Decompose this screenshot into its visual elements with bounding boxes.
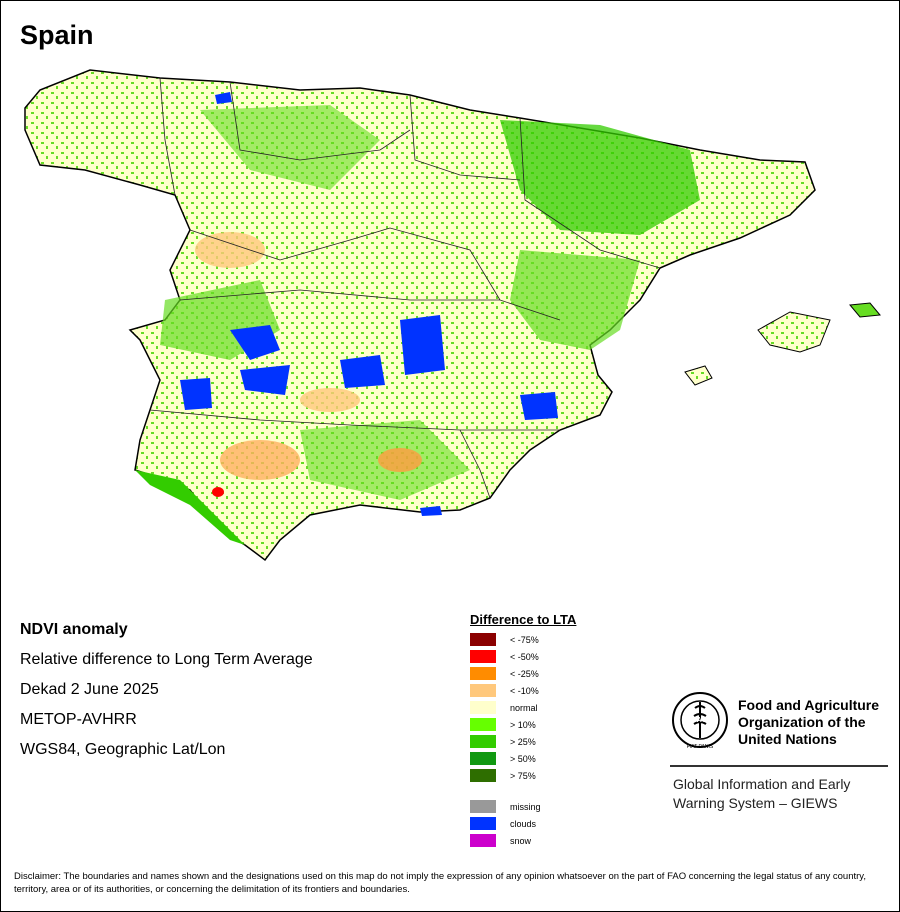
cloud-patch: [230, 325, 280, 360]
fao-name: Food and Agriculture Organization of the…: [738, 697, 879, 748]
balearic-mallorca: [757, 311, 831, 353]
legend-label: clouds: [510, 818, 537, 829]
legend-swatch: [470, 800, 496, 813]
balearic-ibiza: [684, 365, 713, 386]
admin-boundaries: [149, 77, 661, 499]
legend-swatch: [470, 701, 496, 714]
cloud-patch: [520, 392, 558, 420]
fao-name-line: United Nations: [738, 731, 837, 747]
cloud-patch: [180, 378, 212, 410]
legend-title: Difference to LTA: [470, 612, 577, 627]
cloud-patch: [420, 506, 442, 516]
cloud-patch: [340, 355, 385, 388]
product-description: Relative difference to Long Term Average: [20, 651, 313, 668]
map-info: NDVI anomaly Relative difference to Long…: [20, 620, 313, 770]
legend-item: clouds: [470, 815, 576, 832]
legend-item: > 10%: [470, 716, 576, 733]
giews-line: Global Information and Early: [673, 776, 851, 792]
legend-item: snow: [470, 832, 576, 849]
legend-swatch: [470, 834, 496, 847]
spain-ndvi-map: [24, 69, 881, 562]
legend-label: > 25%: [510, 736, 536, 747]
legend-swatch: [470, 633, 496, 646]
red-patch: [212, 487, 224, 497]
southwest-coast-green: [135, 470, 245, 545]
north-central-green-area: [200, 105, 380, 190]
projection: WGS84, Geographic Lat/Lon: [20, 741, 226, 758]
cloud-patch: [240, 365, 290, 395]
legend-label: < -10%: [510, 685, 539, 696]
legend-swatch: [470, 650, 496, 663]
period: Dekad 2 June 2025: [20, 681, 159, 698]
legend-swatch: [470, 684, 496, 697]
legend-label: > 50%: [510, 753, 536, 764]
legend-label: > 75%: [510, 770, 536, 781]
legend-swatch: [470, 718, 496, 731]
legend-item: > 50%: [470, 750, 576, 767]
fao-logo-motto: FIAT PANIS: [687, 744, 714, 750]
legend-item: > 25%: [470, 733, 576, 750]
legend-item: < -10%: [470, 682, 576, 699]
legend-label: snow: [510, 835, 532, 846]
balearic-menorca: [849, 302, 881, 318]
orange-patch: [195, 232, 265, 268]
legend-swatch: [470, 752, 496, 765]
giews-line: Warning System – GIEWS: [673, 795, 838, 811]
legend-item: > 75%: [470, 767, 576, 784]
fao-logo-icon: FIAT PANIS FAO: [672, 692, 728, 750]
legend-label: missing: [510, 801, 541, 812]
legend-label: < -50%: [510, 651, 539, 662]
east-green-area: [510, 250, 640, 350]
legend-label: > 10%: [510, 719, 536, 730]
fao-logo-text: FAO: [693, 717, 708, 724]
legend-label: < -75%: [510, 634, 539, 645]
legend-item: < -50%: [470, 648, 576, 665]
legend-item: < -25%: [470, 665, 576, 682]
legend-swatch: [470, 735, 496, 748]
fao-name-line: Food and Agriculture: [738, 697, 880, 713]
legend-swatch: [470, 667, 496, 680]
orange-patch: [378, 448, 422, 472]
legend-item: missing: [470, 798, 576, 815]
orange-patch: [220, 440, 300, 480]
legend-item: normal: [470, 699, 576, 716]
legend-label: normal: [510, 702, 538, 713]
legend: Difference to LTA < -75% < -50% < -25% <…: [470, 612, 576, 849]
legend-item: < -75%: [470, 631, 576, 648]
cloud-patch: [215, 92, 232, 104]
legend-swatch: [470, 817, 496, 830]
cloud-patch: [400, 315, 445, 375]
giews-name: Global Information and Early Warning Sys…: [673, 775, 850, 813]
fao-name-line: Organization of the: [738, 714, 866, 730]
legend-swatch: [470, 769, 496, 782]
disclaimer: Disclaimer: The boundaries and names sho…: [14, 871, 866, 895]
map-title: Spain: [20, 20, 94, 50]
orange-patch: [300, 388, 360, 412]
divider: [670, 765, 888, 767]
north-green-area: [500, 120, 700, 235]
product-name: NDVI anomaly: [20, 621, 128, 638]
legend-label: < -25%: [510, 668, 539, 679]
sensor: METOP-AVHRR: [20, 711, 137, 728]
